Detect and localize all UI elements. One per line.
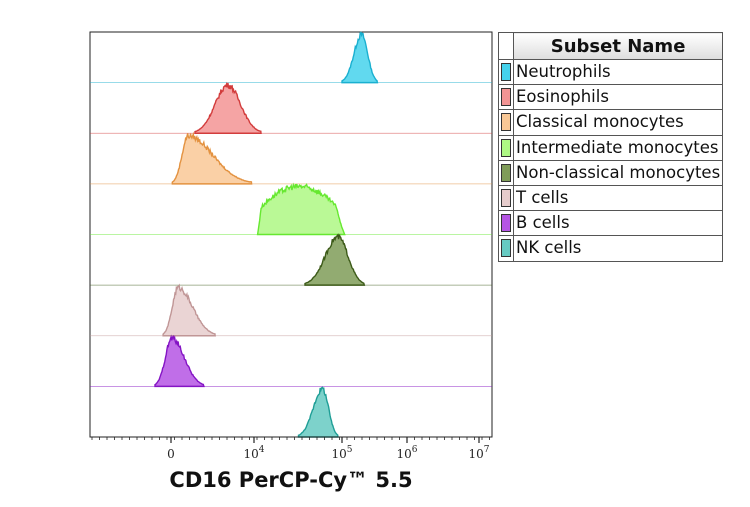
histogram-intermediate-monocytes (256, 182, 346, 236)
legend-swatch (501, 214, 511, 233)
x-tick-label: 106 (396, 445, 417, 461)
legend-item: B cells (498, 210, 724, 237)
legend-title: Subset Name (512, 32, 724, 60)
legend-swatch (501, 239, 511, 258)
legend-swatch (501, 113, 511, 132)
histogram-row (90, 131, 492, 185)
x-tick-label: 0 (167, 447, 175, 461)
histogram-classical-monocytes (171, 131, 253, 185)
histogram-b-cells (154, 334, 205, 388)
x-tick-label: 104 (243, 445, 264, 461)
x-tick-label: 107 (468, 445, 489, 461)
legend-swatch (501, 138, 511, 157)
legend-label: Non-classical monocytes (512, 159, 724, 186)
legend-label: B cells (512, 210, 724, 237)
legend-swatch-cell (498, 84, 514, 111)
legend-label: T cells (512, 184, 724, 212)
legend-swatch-cell (498, 184, 514, 212)
legend-swatch (501, 189, 511, 208)
histogram-row (90, 233, 492, 286)
histogram-row (90, 81, 492, 134)
legend-swatch-cell (498, 58, 514, 86)
legend-label: Eosinophils (512, 84, 724, 111)
legend-item: Non-classical monocytes (498, 159, 724, 186)
histogram-neutrophils (341, 31, 379, 84)
histogram-eosinophils (194, 81, 262, 134)
histogram-row (90, 283, 492, 337)
histogram-row (90, 31, 492, 84)
legend-swatch-cell (498, 159, 514, 186)
legend-swatch (501, 63, 511, 82)
legend-item: Eosinophils (498, 84, 724, 111)
legend-swatch-cell (498, 210, 514, 237)
legend-label: Intermediate monocytes (512, 134, 724, 161)
legend-swatch-cell (498, 134, 514, 161)
legend-swatch-cell (498, 235, 514, 262)
legend-item: Intermediate monocytes (498, 134, 724, 161)
histogram-nk-cells (297, 386, 339, 438)
x-axis-label: CD16 PerCP-Cy™ 5.5 (169, 468, 413, 492)
histogram-t-cells (162, 283, 217, 337)
x-tick-label: 105 (331, 445, 352, 461)
histogram-row (90, 334, 492, 388)
legend-item: Classical monocytes (498, 109, 724, 136)
legend-swatch (501, 163, 511, 182)
legend-item: Neutrophils (498, 58, 724, 86)
legend-label: Neutrophils (512, 58, 724, 86)
legend-swatch (501, 88, 511, 107)
legend-corner (498, 32, 514, 60)
legend-item: T cells (498, 184, 724, 212)
legend-label: NK cells (512, 235, 724, 262)
legend: Subset Name Neutrophils Eosinophils Classi… (498, 32, 724, 262)
legend-label: Classical monocytes (512, 109, 724, 136)
legend-item: NK cells (498, 235, 724, 262)
histogram-row (90, 182, 492, 236)
histogram-non-classical-monocytes (304, 233, 366, 286)
legend-swatch-cell (498, 109, 514, 136)
